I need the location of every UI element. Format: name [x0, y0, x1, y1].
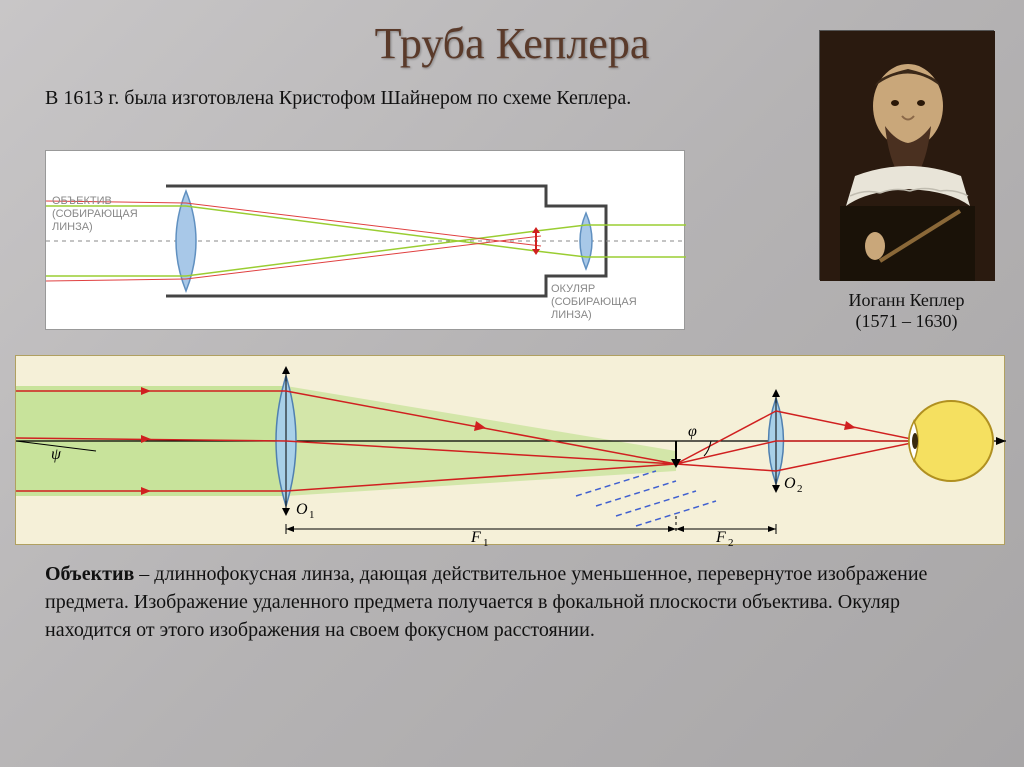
- caption-dates: (1571 – 1630): [856, 311, 958, 331]
- svg-text:1: 1: [309, 509, 315, 521]
- label-objective: ОБЪЕКТИВ (СОБИРАЮЩАЯ ЛИНЗА): [52, 195, 138, 235]
- telescope-diagram-1: ОБЪЕКТИВ (СОБИРАЮЩАЯ ЛИНЗА) ОКУЛЯР (СОБИ…: [45, 150, 685, 330]
- psi-symbol: ψ: [51, 446, 62, 463]
- intro-text: В 1613 г. была изготовлена Кристофом Шай…: [45, 85, 765, 112]
- svg-text:2: 2: [728, 537, 734, 546]
- body-bold: Объектив: [45, 563, 134, 585]
- kepler-portrait: [819, 30, 994, 280]
- svg-text:F: F: [470, 529, 481, 546]
- svg-text:2: 2: [797, 483, 803, 495]
- svg-text:O: O: [296, 501, 308, 518]
- svg-text:1: 1: [483, 537, 489, 546]
- body-text: Объектив – длиннофокусная линза, дающая …: [45, 560, 975, 644]
- svg-text:φ: φ: [688, 423, 697, 440]
- svg-text:O: O: [784, 475, 796, 492]
- caption-name: Иоганн Кеплер: [848, 290, 964, 310]
- label-eyepiece: ОКУЛЯР (СОБИРАЮЩАЯ ЛИНЗА): [551, 283, 637, 323]
- telescope-diagram-2: ψ O 1 O 2: [15, 355, 1005, 545]
- portrait-caption: Иоганн Кеплер (1571 – 1630): [819, 290, 994, 332]
- svg-text:F: F: [715, 529, 726, 546]
- body-rest: – длиннофокусная линза, дающая действите…: [45, 563, 927, 641]
